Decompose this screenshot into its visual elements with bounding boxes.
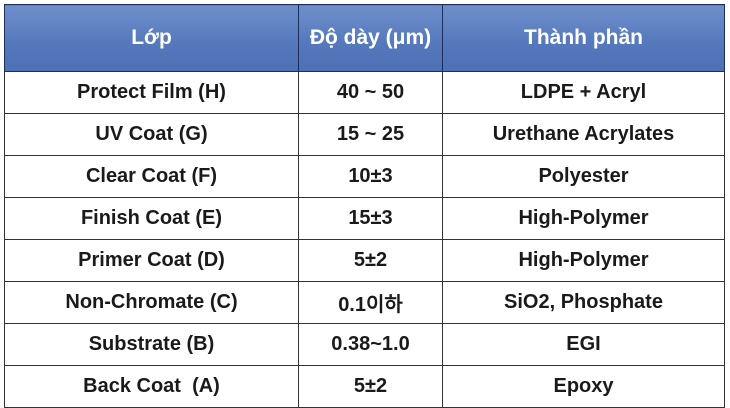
cell-composition: High-Polymer [442, 197, 725, 240]
header-row: Lớp Độ dày (μm) Thành phần [4, 4, 725, 72]
cell-thickness: 15 ~ 25 [298, 113, 443, 156]
cell-layer: Primer Coat (D) [4, 239, 299, 282]
cell-composition: Epoxy [442, 365, 725, 408]
cell-layer: Non-Chromate (C) [4, 281, 299, 324]
cell-layer: Protect Film (H) [4, 71, 299, 114]
header-layer: Lớp [4, 4, 299, 72]
table-row: Finish Coat (E) 15±3 High-Polymer [4, 197, 725, 240]
table-row: Clear Coat (F) 10±3 Polyester [4, 155, 725, 198]
cell-composition: Polyester [442, 155, 725, 198]
cell-layer: UV Coat (G) [4, 113, 299, 156]
cell-layer: Clear Coat (F) [4, 155, 299, 198]
cell-layer: Back Coat (A) [4, 365, 299, 408]
header-thickness: Độ dày (μm) [298, 4, 443, 72]
table-body: Protect Film (H) 40 ~ 50 LDPE + Acryl UV… [4, 71, 725, 408]
cell-thickness: 5±2 [298, 239, 443, 282]
table-row: Non-Chromate (C) 0.1이하 SiO2, Phosphate [4, 281, 725, 324]
cell-thickness: 0.38~1.0 [298, 323, 443, 366]
table-row: Substrate (B) 0.38~1.0 EGI [4, 323, 725, 366]
coating-layers-table: Lớp Độ dày (μm) Thành phần Protect Film … [4, 4, 725, 408]
cell-thickness: 5±2 [298, 365, 443, 408]
table-row: UV Coat (G) 15 ~ 25 Urethane Acrylates [4, 113, 725, 156]
cell-composition: LDPE + Acryl [442, 71, 725, 114]
cell-thickness: 40 ~ 50 [298, 71, 443, 114]
header-composition: Thành phần [442, 4, 725, 72]
cell-thickness: 0.1이하 [298, 281, 443, 324]
cell-thickness: 10±3 [298, 155, 443, 198]
cell-composition: Urethane Acrylates [442, 113, 725, 156]
table-row: Protect Film (H) 40 ~ 50 LDPE + Acryl [4, 71, 725, 114]
table-header: Lớp Độ dày (μm) Thành phần [4, 4, 725, 72]
table-row: Primer Coat (D) 5±2 High-Polymer [4, 239, 725, 282]
cell-layer: Finish Coat (E) [4, 197, 299, 240]
table-row: Back Coat (A) 5±2 Epoxy [4, 365, 725, 408]
cell-composition: High-Polymer [442, 239, 725, 282]
coating-layers-table-container: Lớp Độ dày (μm) Thành phần Protect Film … [4, 4, 725, 408]
cell-composition: SiO2, Phosphate [442, 281, 725, 324]
cell-composition: EGI [442, 323, 725, 366]
cell-thickness: 15±3 [298, 197, 443, 240]
cell-layer: Substrate (B) [4, 323, 299, 366]
